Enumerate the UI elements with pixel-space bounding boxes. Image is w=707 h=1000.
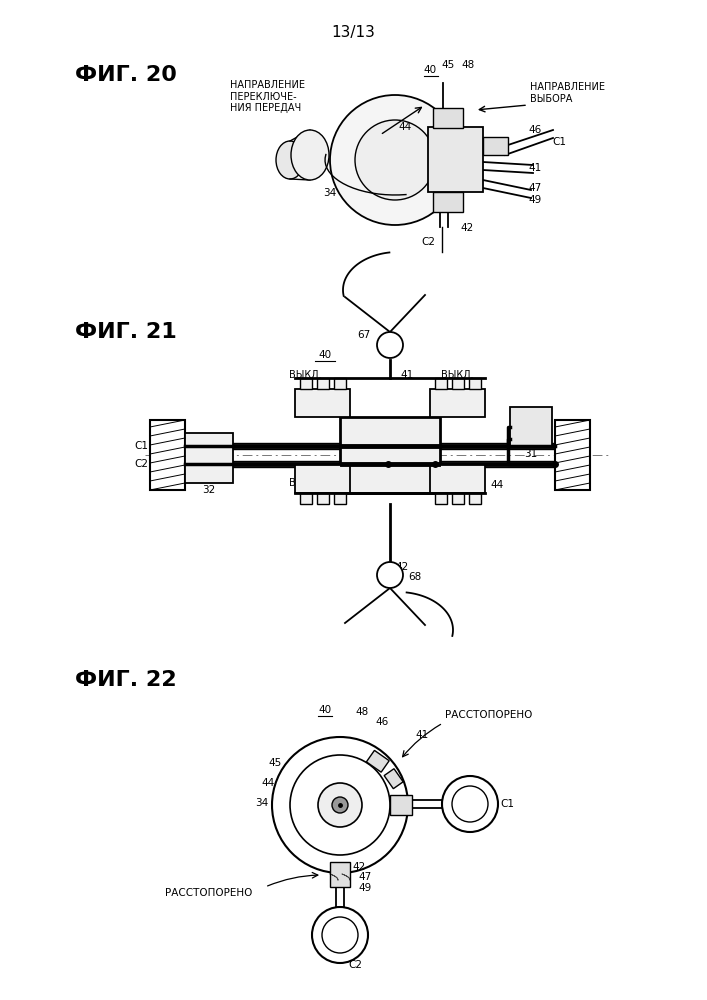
Bar xyxy=(295,465,350,493)
Text: 34: 34 xyxy=(323,188,337,198)
Bar xyxy=(334,378,346,389)
Text: ФИГ. 21: ФИГ. 21 xyxy=(75,322,177,342)
Circle shape xyxy=(322,917,358,953)
Text: 48: 48 xyxy=(462,60,474,70)
Text: 40: 40 xyxy=(423,65,436,75)
Text: НАПРАВЛЕНИЕ
ПЕРЕКЛЮЧЕ-
НИЯ ПЕРЕДАЧ: НАПРАВЛЕНИЕ ПЕРЕКЛЮЧЕ- НИЯ ПЕРЕДАЧ xyxy=(230,80,305,113)
Text: 40: 40 xyxy=(318,705,332,715)
Bar xyxy=(430,465,485,493)
Bar xyxy=(452,378,464,389)
Text: 42: 42 xyxy=(460,223,473,233)
Bar xyxy=(150,420,185,490)
Circle shape xyxy=(442,776,498,832)
Text: 32: 32 xyxy=(202,485,216,495)
Bar xyxy=(390,795,412,815)
Text: 49: 49 xyxy=(528,195,542,205)
Text: 45: 45 xyxy=(435,393,448,403)
Bar xyxy=(430,389,485,417)
Text: ВЫКЛ.: ВЫКЛ. xyxy=(440,370,473,380)
Text: C2: C2 xyxy=(348,960,362,970)
Bar xyxy=(334,493,346,504)
Text: ФИГ. 20: ФИГ. 20 xyxy=(75,65,177,85)
Bar xyxy=(366,750,389,772)
Text: 49: 49 xyxy=(358,883,371,893)
Bar xyxy=(435,493,447,504)
Text: 47: 47 xyxy=(528,183,542,193)
Bar xyxy=(185,433,233,483)
Text: РАССТОПОРЕНО: РАССТОПОРЕНО xyxy=(445,710,532,720)
Ellipse shape xyxy=(330,95,460,225)
Bar xyxy=(555,420,590,490)
Ellipse shape xyxy=(355,120,435,200)
Text: 13/13: 13/13 xyxy=(331,25,375,40)
Ellipse shape xyxy=(291,130,329,180)
Text: C1: C1 xyxy=(552,137,566,147)
Text: 47: 47 xyxy=(358,872,371,882)
Circle shape xyxy=(318,783,362,827)
Text: 34: 34 xyxy=(315,382,329,392)
Bar xyxy=(435,378,447,389)
Bar xyxy=(433,192,463,212)
Bar xyxy=(483,137,508,155)
Text: 44: 44 xyxy=(398,122,411,132)
Bar xyxy=(452,493,464,504)
Circle shape xyxy=(332,797,348,813)
Bar xyxy=(317,378,329,389)
Circle shape xyxy=(312,907,368,963)
Bar xyxy=(330,862,350,887)
Text: ВЫКЛ.: ВЫКЛ. xyxy=(440,478,473,488)
Text: 42: 42 xyxy=(352,862,366,872)
Circle shape xyxy=(290,755,390,855)
Text: 31: 31 xyxy=(525,449,537,459)
Circle shape xyxy=(377,332,403,358)
Text: НАПРАВЛЕНИЕ
ВЫБОРА: НАПРАВЛЕНИЕ ВЫБОРА xyxy=(530,82,605,104)
Text: 67: 67 xyxy=(357,330,370,340)
Text: 68: 68 xyxy=(408,572,421,582)
Bar xyxy=(384,769,403,789)
Ellipse shape xyxy=(276,141,304,179)
Circle shape xyxy=(272,737,408,873)
Text: 42: 42 xyxy=(395,562,408,572)
Bar xyxy=(340,417,440,493)
Text: 45: 45 xyxy=(269,758,282,768)
Circle shape xyxy=(377,562,403,588)
Text: 48: 48 xyxy=(356,707,368,717)
Bar xyxy=(317,493,329,504)
Bar xyxy=(295,389,350,417)
Text: C1: C1 xyxy=(134,441,148,451)
Bar xyxy=(469,493,481,504)
Bar xyxy=(510,407,552,447)
Text: 40: 40 xyxy=(318,350,332,360)
Text: 34: 34 xyxy=(255,798,268,808)
Text: 46: 46 xyxy=(528,125,542,135)
Text: 41: 41 xyxy=(400,370,414,380)
Text: РАССТОПОРЕНО: РАССТОПОРЕНО xyxy=(165,888,252,898)
Text: 45: 45 xyxy=(441,60,455,70)
Bar xyxy=(433,108,463,128)
Bar xyxy=(469,378,481,389)
Text: 44: 44 xyxy=(490,480,503,490)
Text: ВЫКЛ.: ВЫКЛ. xyxy=(288,478,321,488)
Bar xyxy=(300,493,312,504)
Text: 46: 46 xyxy=(375,717,389,727)
Text: 44: 44 xyxy=(262,778,275,788)
Circle shape xyxy=(452,786,488,822)
Text: 41: 41 xyxy=(528,163,542,173)
Bar xyxy=(300,378,312,389)
Text: ФИГ. 22: ФИГ. 22 xyxy=(75,670,177,690)
Bar xyxy=(428,127,483,192)
Text: ВЫКЛ.: ВЫКЛ. xyxy=(288,370,321,380)
Text: 41: 41 xyxy=(415,730,428,740)
Text: C1: C1 xyxy=(500,799,514,809)
Text: C2: C2 xyxy=(134,459,148,469)
Text: C2: C2 xyxy=(421,237,435,247)
